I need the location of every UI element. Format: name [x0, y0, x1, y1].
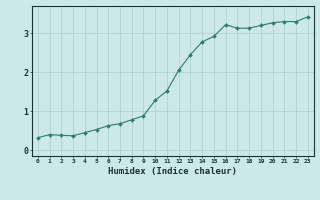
- X-axis label: Humidex (Indice chaleur): Humidex (Indice chaleur): [108, 167, 237, 176]
